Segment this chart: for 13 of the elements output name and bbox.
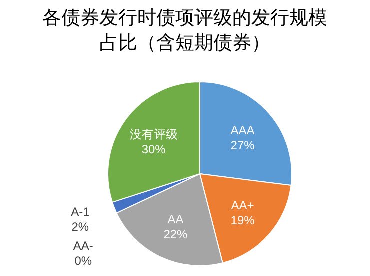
data-label: 22% (164, 228, 188, 242)
slice-label: AAA (230, 123, 255, 138)
slice-label: AA+ (231, 198, 254, 213)
slice-label: A-1 (71, 205, 90, 220)
category-label: AA- (73, 239, 94, 254)
data-label: 30% (142, 142, 166, 156)
text: 0% (74, 254, 92, 268)
data-label: 27% (230, 138, 256, 152)
data-label: 2% (72, 220, 90, 234)
data-label: 19% (230, 214, 256, 228)
slice-label: 没有评级 (130, 127, 178, 142)
slice-label: AA (168, 212, 184, 227)
chart-title: 各债券发行时债项评级的发行规模占比（含短期债券） (42, 7, 328, 56)
